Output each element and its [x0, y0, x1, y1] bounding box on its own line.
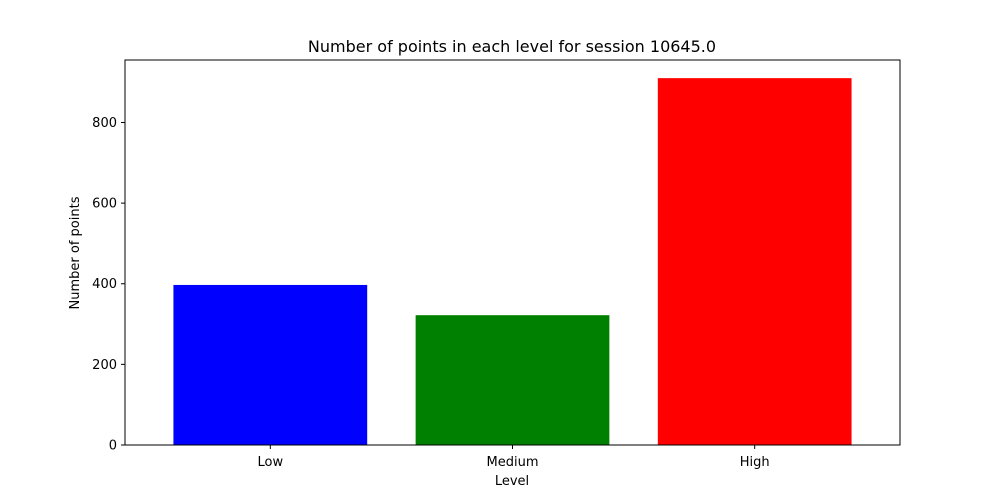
y-tick-label: 800 [92, 116, 117, 131]
x-tick-label: Medium [487, 455, 539, 470]
bars-group [173, 78, 852, 445]
bar-low [173, 284, 368, 445]
x-tick-label: Low [258, 455, 284, 470]
y-tick-label: 600 [92, 197, 117, 212]
x-axis-ticks: Low Medium High [258, 445, 770, 470]
y-axis-label: Number of points [68, 196, 83, 309]
chart-title: Number of points in each level for sessi… [308, 37, 716, 56]
y-tick-label: 0 [109, 439, 117, 454]
y-tick-label: 400 [92, 277, 117, 292]
y-tick-label: 200 [92, 358, 117, 373]
bar-medium [415, 315, 610, 445]
x-tick-label: High [740, 455, 770, 470]
bar-high [657, 78, 852, 445]
y-axis-ticks: 0 200 400 600 800 [92, 116, 125, 454]
plot-frame [124, 59, 901, 446]
x-axis-label: Level [495, 474, 529, 489]
